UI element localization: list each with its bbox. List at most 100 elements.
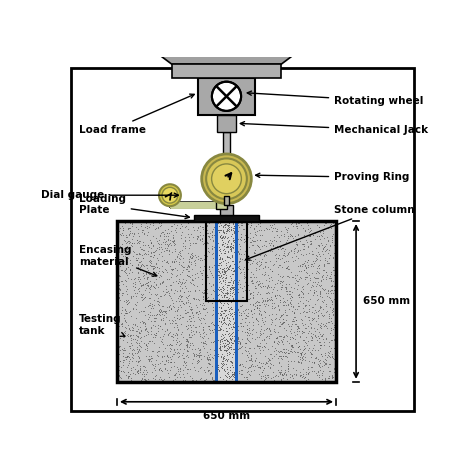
Point bbox=[270, 337, 278, 345]
Point bbox=[280, 371, 287, 378]
Point bbox=[237, 360, 244, 367]
Point bbox=[186, 237, 193, 244]
Point bbox=[186, 317, 194, 325]
Point bbox=[116, 289, 123, 297]
Point bbox=[233, 273, 241, 280]
Point bbox=[209, 318, 216, 326]
Point bbox=[120, 352, 128, 360]
Point bbox=[134, 298, 141, 306]
Point bbox=[225, 278, 232, 285]
Point bbox=[146, 299, 154, 307]
Point bbox=[322, 219, 330, 227]
Point bbox=[228, 359, 236, 367]
Point bbox=[301, 354, 309, 361]
Point bbox=[167, 358, 175, 366]
Point bbox=[170, 239, 178, 246]
Point bbox=[129, 292, 137, 300]
Point bbox=[273, 227, 281, 235]
Point bbox=[128, 243, 136, 250]
Point bbox=[177, 294, 184, 301]
Point bbox=[137, 363, 144, 370]
Point bbox=[157, 221, 164, 229]
Point bbox=[231, 311, 238, 319]
Point bbox=[144, 310, 152, 317]
Point bbox=[123, 300, 130, 308]
Point bbox=[181, 263, 188, 271]
Point bbox=[287, 300, 295, 308]
Point bbox=[189, 359, 196, 366]
Point bbox=[201, 344, 208, 352]
Point bbox=[261, 271, 269, 278]
Point bbox=[239, 225, 246, 233]
Point bbox=[235, 250, 242, 258]
Point bbox=[150, 251, 157, 259]
Point bbox=[225, 280, 233, 288]
Point bbox=[164, 353, 172, 360]
Point bbox=[146, 356, 153, 364]
Point bbox=[301, 345, 308, 353]
Point bbox=[142, 345, 149, 353]
Point bbox=[184, 337, 191, 345]
Point bbox=[200, 299, 207, 307]
Point bbox=[309, 344, 317, 351]
Point bbox=[259, 283, 267, 290]
Point bbox=[138, 226, 146, 234]
Point bbox=[117, 309, 125, 317]
Point bbox=[116, 242, 124, 250]
Point bbox=[130, 239, 137, 246]
Point bbox=[193, 359, 201, 367]
Point bbox=[228, 242, 235, 249]
Point bbox=[228, 222, 235, 230]
Point bbox=[318, 369, 326, 377]
Point bbox=[205, 219, 213, 227]
Point bbox=[270, 347, 277, 355]
Point bbox=[323, 360, 330, 367]
Point bbox=[229, 294, 237, 302]
Point bbox=[271, 243, 279, 251]
Point bbox=[299, 246, 306, 253]
Point bbox=[275, 315, 283, 323]
Point bbox=[216, 327, 223, 334]
Point bbox=[268, 302, 276, 310]
Point bbox=[268, 318, 276, 325]
Point bbox=[242, 339, 249, 346]
Bar bbox=[117, 221, 336, 382]
Point bbox=[282, 226, 290, 233]
Point bbox=[253, 328, 260, 336]
Point bbox=[214, 326, 222, 334]
Point bbox=[220, 341, 228, 349]
Point bbox=[147, 239, 155, 246]
Point bbox=[152, 260, 160, 267]
Point bbox=[237, 361, 244, 368]
Point bbox=[216, 273, 224, 281]
Point bbox=[185, 333, 192, 341]
Point bbox=[222, 317, 229, 324]
Point bbox=[294, 344, 302, 351]
Point bbox=[310, 310, 318, 317]
Point bbox=[147, 282, 155, 289]
Point bbox=[142, 341, 150, 349]
Point bbox=[140, 294, 147, 302]
Point bbox=[155, 251, 163, 258]
Point bbox=[241, 272, 248, 280]
Point bbox=[257, 374, 265, 382]
Point bbox=[227, 331, 234, 339]
Point bbox=[296, 342, 303, 350]
Point bbox=[269, 373, 276, 381]
Point bbox=[328, 300, 336, 308]
Point bbox=[289, 318, 297, 325]
Point bbox=[229, 278, 237, 285]
Point bbox=[292, 244, 299, 251]
Point bbox=[136, 329, 143, 337]
Point bbox=[128, 354, 136, 361]
Point bbox=[126, 259, 133, 267]
Point bbox=[317, 309, 325, 317]
Point bbox=[258, 337, 265, 344]
Point bbox=[230, 371, 237, 378]
Point bbox=[276, 353, 284, 360]
Point bbox=[228, 338, 236, 346]
Point bbox=[148, 368, 155, 375]
Point bbox=[224, 349, 231, 357]
Point bbox=[168, 341, 176, 349]
Point bbox=[191, 287, 199, 294]
